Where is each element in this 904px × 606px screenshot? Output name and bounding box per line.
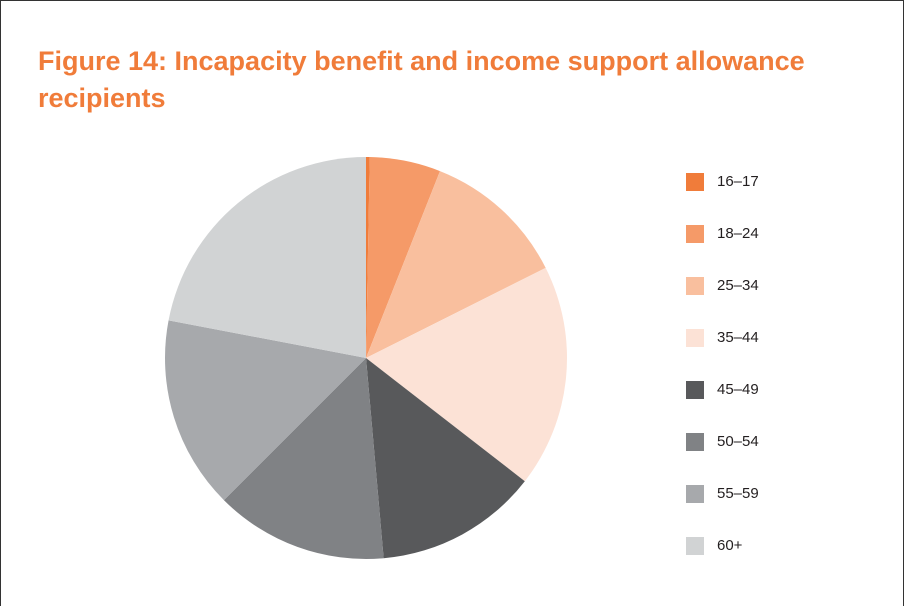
legend-swatch <box>686 537 704 555</box>
legend-label: 18–24 <box>717 225 759 242</box>
legend-label: 25–34 <box>717 277 759 294</box>
pie-slice <box>366 171 546 358</box>
legend-label: 60+ <box>717 537 743 554</box>
pie-slice <box>366 358 525 559</box>
chart-title: Figure 14: Incapacity benefit and income… <box>38 46 805 113</box>
legend-swatch <box>686 433 704 451</box>
legend-swatch <box>686 225 704 243</box>
legend-label: 55–59 <box>717 485 759 502</box>
legend-label: 16–17 <box>717 173 759 190</box>
legend-label: 50–54 <box>717 433 759 450</box>
legend-label: 35–44 <box>717 329 759 346</box>
pie-slice <box>366 157 440 358</box>
pie-slice <box>223 358 384 559</box>
legend-label: 45–49 <box>717 381 759 398</box>
pie-slice <box>164 320 366 501</box>
legend-swatch <box>686 329 704 347</box>
pie-slice <box>366 157 370 358</box>
legend-swatch <box>686 381 704 399</box>
legend-swatch <box>686 485 704 503</box>
pie-slice <box>366 267 567 482</box>
pie-slice <box>168 156 366 358</box>
legend-swatch <box>686 173 704 191</box>
legend-swatch <box>686 277 704 295</box>
